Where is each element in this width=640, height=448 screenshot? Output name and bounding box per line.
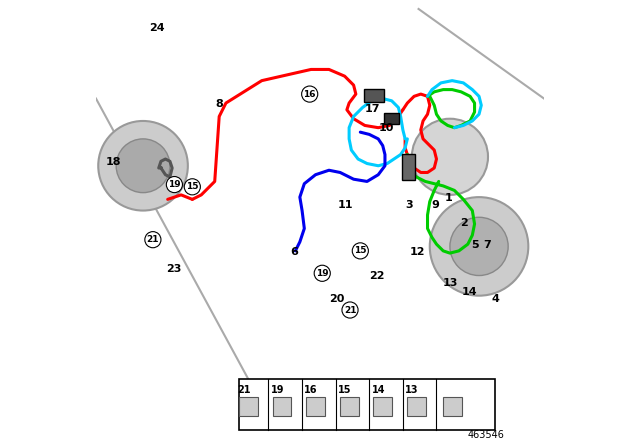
Text: 14: 14	[371, 385, 385, 395]
Circle shape	[99, 121, 188, 211]
Text: 19: 19	[271, 385, 284, 395]
Text: 16: 16	[303, 90, 316, 99]
Text: 3: 3	[406, 200, 413, 210]
FancyBboxPatch shape	[407, 397, 426, 416]
Text: 8: 8	[215, 99, 223, 109]
Text: 21: 21	[147, 235, 159, 244]
Circle shape	[166, 177, 182, 193]
FancyBboxPatch shape	[340, 397, 358, 416]
Text: 6: 6	[291, 247, 298, 257]
Circle shape	[116, 139, 170, 193]
Text: 4: 4	[492, 294, 500, 304]
Text: 18: 18	[105, 157, 121, 167]
Circle shape	[412, 119, 488, 195]
Circle shape	[450, 217, 508, 276]
Circle shape	[145, 232, 161, 248]
Text: 5: 5	[472, 240, 479, 250]
Text: 12: 12	[410, 247, 425, 257]
Text: 15: 15	[186, 182, 198, 191]
Circle shape	[352, 243, 369, 259]
Text: 7: 7	[483, 240, 490, 250]
FancyBboxPatch shape	[402, 154, 415, 180]
Text: 15: 15	[338, 385, 351, 395]
Text: 9: 9	[431, 200, 439, 210]
FancyBboxPatch shape	[384, 113, 399, 124]
Text: 19: 19	[316, 269, 328, 278]
Text: 19: 19	[168, 180, 180, 189]
Text: 20: 20	[329, 294, 344, 304]
Text: 2: 2	[460, 218, 468, 228]
Text: 10: 10	[379, 123, 394, 133]
Text: 22: 22	[369, 271, 385, 281]
Text: 13: 13	[443, 278, 458, 288]
Circle shape	[430, 197, 528, 296]
Circle shape	[184, 179, 200, 195]
FancyBboxPatch shape	[364, 89, 383, 102]
Text: 15: 15	[354, 246, 367, 255]
Text: 14: 14	[461, 287, 477, 297]
Text: 24: 24	[148, 23, 164, 33]
Circle shape	[342, 302, 358, 318]
FancyBboxPatch shape	[443, 397, 461, 416]
FancyBboxPatch shape	[239, 397, 258, 416]
Circle shape	[301, 86, 318, 102]
Text: 13: 13	[405, 385, 419, 395]
Text: 16: 16	[304, 385, 318, 395]
Text: 21: 21	[237, 385, 251, 395]
Circle shape	[314, 265, 330, 281]
FancyBboxPatch shape	[373, 397, 392, 416]
Text: 1: 1	[445, 193, 452, 203]
FancyBboxPatch shape	[273, 397, 291, 416]
Text: 11: 11	[338, 200, 353, 210]
FancyBboxPatch shape	[306, 397, 325, 416]
Text: 21: 21	[344, 306, 356, 314]
Text: 23: 23	[166, 264, 182, 274]
Text: 463546: 463546	[467, 430, 504, 439]
Bar	[239, 379, 495, 430]
Text: 17: 17	[365, 104, 381, 114]
